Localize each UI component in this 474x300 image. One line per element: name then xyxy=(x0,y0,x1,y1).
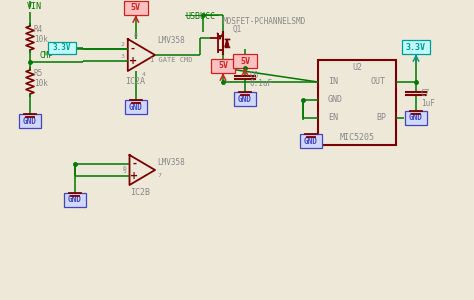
Text: 0.1uF: 0.1uF xyxy=(250,79,273,88)
Text: OUT: OUT xyxy=(371,77,386,86)
FancyBboxPatch shape xyxy=(234,92,256,106)
FancyBboxPatch shape xyxy=(19,114,41,128)
Text: +: + xyxy=(130,171,138,181)
Text: Q1: Q1 xyxy=(233,25,242,34)
Text: -: - xyxy=(132,159,136,169)
FancyBboxPatch shape xyxy=(405,111,427,125)
Text: IN: IN xyxy=(328,77,338,86)
Text: 5V: 5V xyxy=(131,4,141,13)
Text: IC2B: IC2B xyxy=(130,188,150,197)
Text: MOSFET-PCHANNELSMD: MOSFET-PCHANNELSMD xyxy=(223,17,306,26)
Text: 4: 4 xyxy=(142,72,146,77)
FancyBboxPatch shape xyxy=(211,59,235,73)
Text: -: - xyxy=(131,44,135,54)
Text: IC2A: IC2A xyxy=(125,77,145,86)
Text: 3.3V: 3.3V xyxy=(406,43,426,52)
Text: C7: C7 xyxy=(421,89,430,98)
Text: +: + xyxy=(128,56,137,66)
FancyBboxPatch shape xyxy=(124,1,148,15)
FancyBboxPatch shape xyxy=(125,100,147,114)
FancyBboxPatch shape xyxy=(402,40,430,54)
Text: 8: 8 xyxy=(134,33,137,38)
Text: 1 GATE CMD: 1 GATE CMD xyxy=(150,57,192,63)
Text: C6: C6 xyxy=(250,71,259,80)
Text: GND: GND xyxy=(304,136,318,146)
Polygon shape xyxy=(225,39,229,47)
Text: USBUCC: USBUCC xyxy=(185,12,215,21)
Text: GND: GND xyxy=(238,94,252,103)
FancyBboxPatch shape xyxy=(318,60,396,145)
Text: 3.3V: 3.3V xyxy=(53,44,71,52)
Text: R5: R5 xyxy=(34,70,43,79)
FancyBboxPatch shape xyxy=(233,54,257,68)
Text: 5: 5 xyxy=(123,169,127,174)
Text: 10k: 10k xyxy=(34,79,48,88)
Text: GND: GND xyxy=(129,103,143,112)
FancyBboxPatch shape xyxy=(48,42,76,54)
Text: BP: BP xyxy=(376,113,386,122)
Text: VIN: VIN xyxy=(27,2,42,11)
Text: CMP: CMP xyxy=(40,51,54,60)
Text: 1uF: 1uF xyxy=(421,99,435,108)
FancyBboxPatch shape xyxy=(300,134,322,148)
Text: R4: R4 xyxy=(34,26,43,34)
Text: GND: GND xyxy=(328,95,343,104)
FancyBboxPatch shape xyxy=(64,193,86,207)
Text: 3: 3 xyxy=(121,54,125,59)
Text: 7: 7 xyxy=(157,173,161,178)
Text: LMV358: LMV358 xyxy=(157,158,185,167)
Text: GND: GND xyxy=(409,113,423,122)
Text: GND: GND xyxy=(23,116,37,125)
Text: 6: 6 xyxy=(123,166,127,171)
Text: GND: GND xyxy=(68,196,82,205)
Text: U2: U2 xyxy=(352,64,362,73)
Text: MIC5205: MIC5205 xyxy=(339,134,374,142)
Text: LMV358: LMV358 xyxy=(157,36,185,45)
Text: 5V: 5V xyxy=(218,61,228,70)
Text: EN: EN xyxy=(328,113,338,122)
Text: 10k: 10k xyxy=(34,34,48,43)
Text: 5V: 5V xyxy=(240,56,250,65)
Text: 2: 2 xyxy=(121,42,125,46)
